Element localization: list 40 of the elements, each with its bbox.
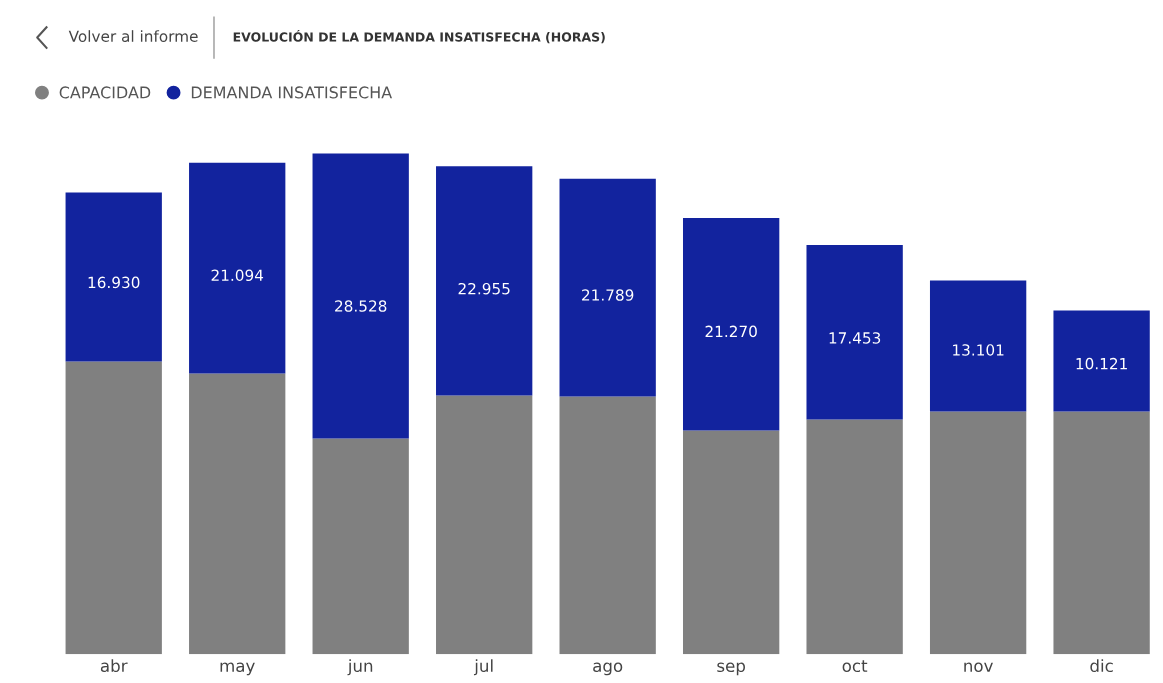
data-label: 17.453 <box>829 332 881 344</box>
x-tick-label: nov <box>964 662 993 673</box>
bar <box>436 395 533 655</box>
data-label: 21.789 <box>582 289 634 301</box>
x-tick-label: dic <box>1090 659 1113 673</box>
bar <box>189 373 286 655</box>
bar <box>312 438 409 655</box>
bar <box>806 419 903 655</box>
bar <box>436 166 533 396</box>
bar <box>929 280 1027 412</box>
bar <box>559 178 656 397</box>
data-label: 10.121 <box>1076 357 1127 370</box>
x-tick-label: jul <box>473 659 493 676</box>
x-tick-label: sep <box>717 662 745 676</box>
bar <box>1053 411 1150 655</box>
bar <box>1053 310 1150 412</box>
data-label: 16.930 <box>88 276 140 289</box>
bar <box>929 411 1027 655</box>
chart-title: EVOLUCIÓN DE LA DEMANDA INSATISFECHA (HORAS) <box>233 30 605 44</box>
text: Volver al informe <box>68 30 198 42</box>
bar <box>559 396 656 655</box>
legend-label: DEMANDA INSATISFECHA <box>191 86 393 99</box>
x-tick-label: oct <box>842 660 868 673</box>
bar <box>65 361 162 655</box>
x-tick-label: jun <box>347 659 373 676</box>
bar <box>682 430 780 655</box>
data-label: 21.094 <box>211 269 264 282</box>
data-label: 21.270 <box>705 325 757 338</box>
data-label: 22.955 <box>458 282 510 295</box>
data-label: 13.101 <box>953 344 1004 356</box>
bar <box>65 192 162 362</box>
x-tick-label: may <box>220 662 255 676</box>
bar <box>806 245 903 420</box>
bar <box>189 162 286 374</box>
x-tick-label: ago <box>593 662 623 676</box>
bar <box>682 217 780 431</box>
legend-label: CAPACIDAD <box>59 86 151 99</box>
x-tick-label: abr <box>100 659 128 673</box>
bar <box>312 153 409 439</box>
data-label: 28.528 <box>335 300 387 312</box>
